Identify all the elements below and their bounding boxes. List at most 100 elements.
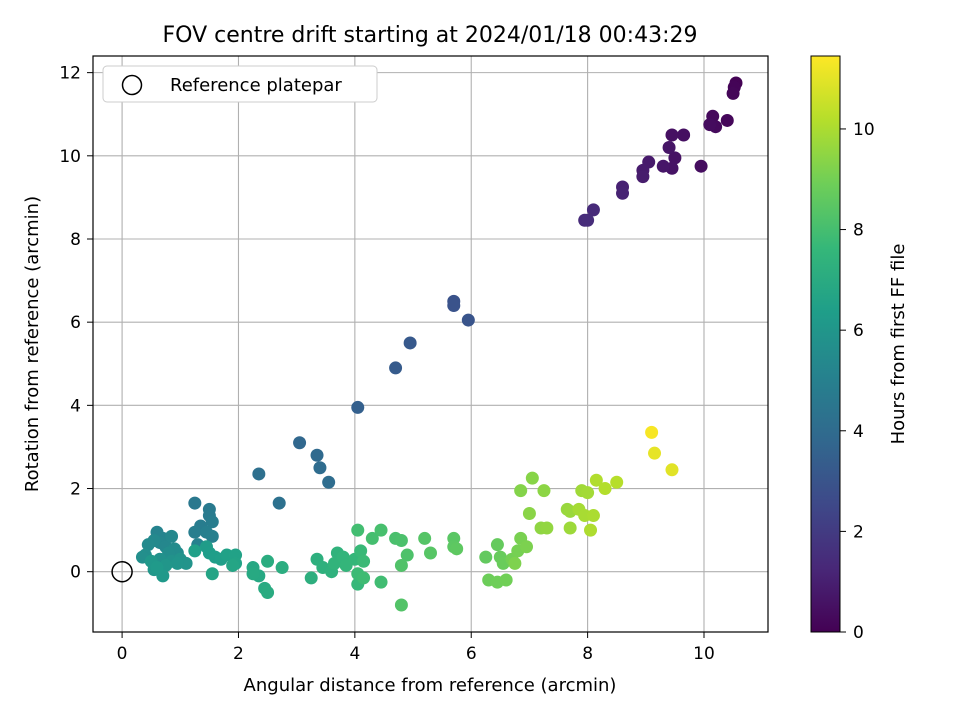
y-tick-label: 4 xyxy=(70,396,81,416)
data-point xyxy=(694,159,708,173)
data-point xyxy=(648,446,662,460)
data-point xyxy=(499,573,513,587)
colorbar-tick-label: 10 xyxy=(853,120,875,140)
data-point xyxy=(310,448,324,462)
legend-box xyxy=(102,65,378,103)
y-tick-label: 0 xyxy=(70,563,81,583)
data-point xyxy=(150,561,164,575)
data-point xyxy=(400,548,414,562)
data-point xyxy=(540,521,554,535)
data-point xyxy=(677,128,691,142)
x-axis-ticks: 0 2 4 6 8 10 xyxy=(117,632,715,664)
legend: Reference platepar xyxy=(102,65,378,103)
data-point xyxy=(508,556,522,570)
data-point xyxy=(665,463,679,477)
data-point xyxy=(520,540,534,554)
x-tick-label: 6 xyxy=(466,644,477,664)
data-point xyxy=(424,546,437,560)
data-point xyxy=(703,118,717,132)
data-point xyxy=(354,544,368,558)
data-point xyxy=(662,140,676,154)
data-point xyxy=(586,203,600,217)
data-point xyxy=(246,567,260,581)
data-point xyxy=(394,558,408,572)
data-point xyxy=(720,113,734,127)
data-point xyxy=(525,471,539,485)
x-tick-label: 2 xyxy=(233,644,244,664)
x-tick-label: 10 xyxy=(693,644,715,664)
data-point xyxy=(479,550,493,564)
data-point xyxy=(170,556,184,570)
y-tick-label: 6 xyxy=(70,313,81,333)
data-point xyxy=(394,598,408,612)
data-point xyxy=(205,567,219,581)
chart-title: FOV centre drift starting at 2024/01/18 … xyxy=(163,23,698,48)
data-point xyxy=(584,523,598,537)
colorbar-ticks: 0 2 4 6 8 10 xyxy=(840,120,875,643)
colorbar: 0 2 4 6 8 10 Hours from first FF file xyxy=(810,55,909,643)
data-point xyxy=(418,531,432,545)
legend-marker-reference xyxy=(121,74,143,96)
data-point xyxy=(365,531,379,545)
data-point xyxy=(589,473,603,487)
data-point xyxy=(645,425,659,439)
data-point xyxy=(586,509,600,523)
x-tick-label: 0 xyxy=(117,644,128,664)
data-point xyxy=(304,571,318,585)
colorbar-label: Hours from first FF file xyxy=(888,244,909,445)
data-point xyxy=(598,482,612,496)
data-point xyxy=(514,484,528,498)
colorbar-tick-label: 6 xyxy=(853,321,864,341)
data-point xyxy=(581,213,595,227)
data-point xyxy=(205,529,219,543)
data-point xyxy=(656,159,670,173)
data-point xyxy=(616,186,630,200)
data-point xyxy=(272,496,286,510)
x-axis-label: Angular distance from reference (arcmin) xyxy=(244,675,617,696)
data-point xyxy=(351,400,365,414)
data-point xyxy=(293,436,307,450)
y-tick-label: 8 xyxy=(70,230,81,250)
data-point xyxy=(261,585,275,599)
data-point xyxy=(252,467,266,481)
data-points xyxy=(135,76,743,612)
colorbar-tick-label: 4 xyxy=(853,422,864,442)
data-point xyxy=(665,128,679,142)
x-tick-label: 8 xyxy=(582,644,593,664)
data-point xyxy=(450,542,464,556)
data-point xyxy=(726,86,740,100)
y-axis-ticks: 0 2 4 6 8 10 12 xyxy=(59,64,93,583)
data-point xyxy=(668,151,682,165)
colorbar-tick-label: 8 xyxy=(853,221,864,241)
y-tick-label: 10 xyxy=(59,147,81,167)
data-point xyxy=(461,313,475,327)
data-point xyxy=(490,538,504,552)
grid-lines xyxy=(93,56,768,632)
data-point xyxy=(313,461,327,475)
colorbar-tick-label: 0 xyxy=(853,623,864,643)
y-axis-label: Rotation from reference (arcmin) xyxy=(22,196,43,492)
data-point xyxy=(447,299,461,313)
data-point xyxy=(188,525,202,539)
y-tick-label: 2 xyxy=(70,480,81,500)
data-point xyxy=(165,529,179,543)
data-point xyxy=(537,484,551,498)
colorbar-gradient xyxy=(810,55,841,633)
data-point xyxy=(522,506,536,520)
y-tick-label: 12 xyxy=(59,64,81,84)
data-point xyxy=(205,515,219,529)
legend-label-reference: Reference platepar xyxy=(170,75,342,96)
data-point xyxy=(610,475,624,489)
data-point xyxy=(351,523,365,537)
data-point xyxy=(188,544,202,558)
reference-marker-group xyxy=(111,560,133,583)
colorbar-tick-label: 2 xyxy=(853,522,864,542)
data-point xyxy=(403,336,417,350)
data-point xyxy=(188,496,202,510)
x-tick-label: 4 xyxy=(349,644,360,664)
data-point xyxy=(141,538,155,552)
data-point xyxy=(394,534,408,548)
data-point xyxy=(389,361,403,375)
data-point xyxy=(322,475,336,489)
